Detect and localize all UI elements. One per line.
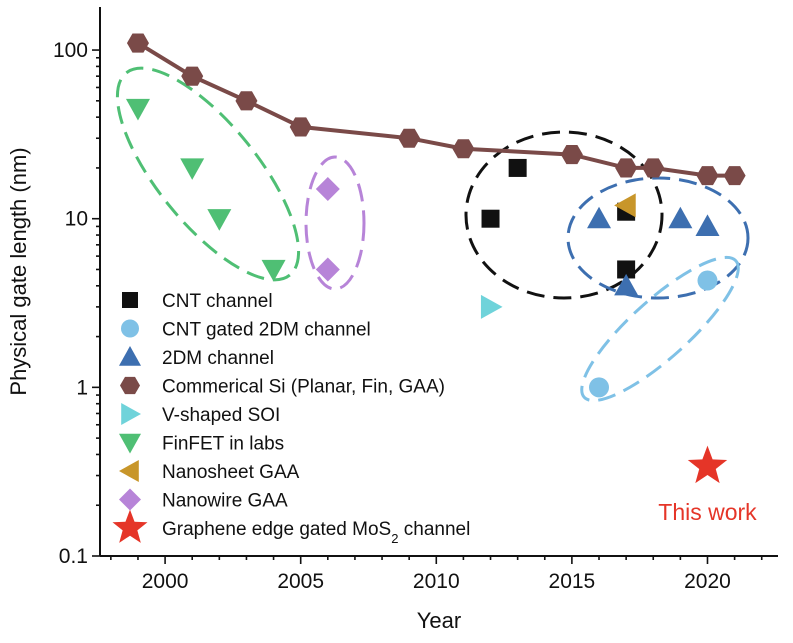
legend-marker bbox=[121, 319, 139, 338]
data-point bbox=[615, 158, 638, 178]
series-line bbox=[136, 41, 735, 178]
x-tick-label: 2020 bbox=[684, 570, 731, 593]
group-outline bbox=[115, 66, 301, 282]
data-point bbox=[315, 177, 340, 202]
legend-label: Commerical Si (Planar, Fin, GAA) bbox=[162, 377, 445, 398]
data-point bbox=[261, 259, 286, 282]
group-outline bbox=[580, 255, 740, 403]
x-tick-label: 2005 bbox=[277, 570, 324, 593]
data-point bbox=[560, 145, 583, 165]
x-axis-label: Year bbox=[417, 608, 461, 633]
data-point bbox=[452, 139, 475, 159]
legend-marker bbox=[119, 433, 141, 454]
data-point bbox=[180, 158, 205, 180]
group-outline bbox=[566, 176, 750, 300]
data-point bbox=[668, 206, 693, 229]
data-point bbox=[181, 66, 204, 86]
data-point bbox=[508, 158, 527, 177]
data-point bbox=[589, 377, 610, 398]
legend-label: V-shaped SOI bbox=[162, 405, 280, 426]
legend-label: Graphene edge gated MoS2 channel bbox=[162, 519, 470, 546]
legend-label: CNT channel bbox=[162, 291, 273, 312]
legend-marker bbox=[121, 403, 141, 425]
data-point bbox=[695, 214, 720, 237]
legend-marker bbox=[119, 460, 139, 482]
x-tick-label: 2000 bbox=[142, 570, 189, 593]
legend-marker bbox=[112, 509, 148, 543]
group-outline bbox=[464, 130, 664, 300]
data-point bbox=[614, 273, 639, 296]
legend-label: 2DM channel bbox=[162, 348, 274, 369]
data-point bbox=[481, 209, 500, 228]
y-tick-label: 100 bbox=[53, 39, 88, 62]
y-tick-label: 0.1 bbox=[59, 545, 88, 568]
legend-marker bbox=[122, 292, 138, 308]
y-tick-label: 10 bbox=[65, 208, 88, 231]
x-tick-label: 2015 bbox=[549, 570, 596, 593]
y-axis-label: Physical gate length (nm) bbox=[6, 147, 31, 395]
data-point bbox=[207, 209, 232, 231]
y-tick-label: 1 bbox=[76, 376, 88, 399]
data-point bbox=[642, 158, 665, 178]
x-tick-label: 2010 bbox=[413, 570, 460, 593]
data-point bbox=[687, 445, 728, 484]
legend-label: CNT gated 2DM channel bbox=[162, 320, 371, 341]
this-work-annotation: This work bbox=[658, 499, 757, 525]
data-point bbox=[617, 260, 636, 279]
data-point bbox=[480, 294, 503, 319]
legend-marker bbox=[120, 376, 140, 395]
data-point bbox=[697, 270, 718, 291]
legend-label: Nanowire GAA bbox=[162, 491, 288, 512]
data-point bbox=[125, 98, 150, 121]
data-point bbox=[398, 128, 421, 148]
legend-label: Nanosheet GAA bbox=[162, 462, 300, 483]
legend-marker bbox=[119, 346, 141, 366]
data-point bbox=[587, 206, 612, 229]
data-point bbox=[315, 257, 340, 282]
legend-label: FinFET in labs bbox=[162, 434, 284, 455]
data-point bbox=[126, 33, 149, 53]
data-point bbox=[723, 166, 746, 186]
data-point bbox=[696, 166, 719, 186]
legend-marker bbox=[119, 488, 141, 511]
data-point bbox=[235, 91, 258, 111]
data-point bbox=[614, 193, 636, 218]
data-point bbox=[289, 117, 312, 137]
group-outline bbox=[304, 155, 366, 291]
